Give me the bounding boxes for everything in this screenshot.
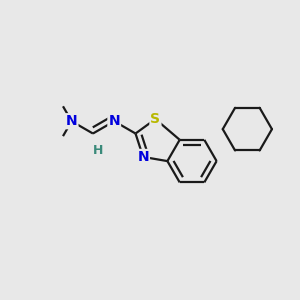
Text: S: S	[150, 112, 161, 126]
Text: H: H	[93, 143, 104, 157]
Text: N: N	[137, 150, 149, 164]
Text: N: N	[66, 114, 77, 128]
Text: N: N	[108, 114, 120, 128]
